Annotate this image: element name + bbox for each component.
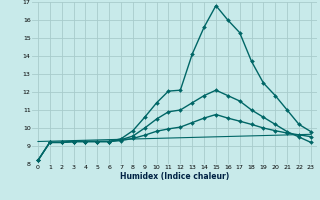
X-axis label: Humidex (Indice chaleur): Humidex (Indice chaleur) xyxy=(120,172,229,181)
